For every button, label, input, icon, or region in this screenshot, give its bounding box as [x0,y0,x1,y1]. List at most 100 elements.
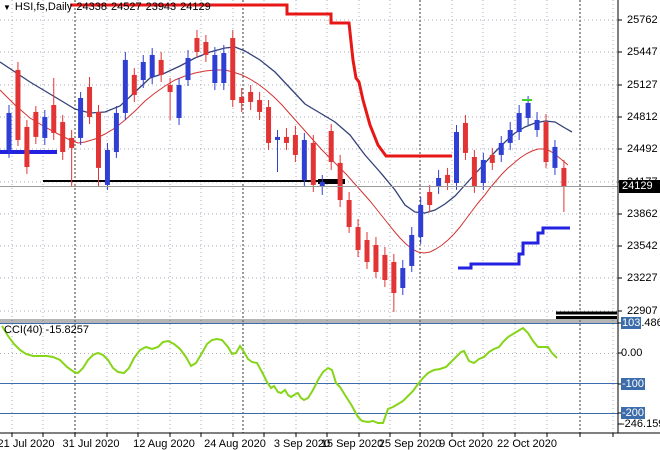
candle-body [51,105,57,133]
candle-body [328,131,334,162]
price-axis-label: 24812 [627,111,658,123]
cci-level-badge: 103 [621,317,642,329]
candle-body [409,234,415,266]
candle-body [24,126,30,167]
symbol-dropdown-icon[interactable]: ▼ [3,3,11,12]
candle-body [248,91,254,102]
cci-level-badge: -100 [621,378,646,390]
candle-body [561,167,567,187]
candle-body [167,85,173,92]
candle-body [507,129,513,143]
candle-body [230,38,236,101]
candle-body [275,136,280,140]
time-axis-label: 9 Oct 2020 [439,438,493,450]
candle-body [87,86,93,118]
candle-body [445,174,451,183]
cci-axis-label: -246.159 [621,418,660,430]
price-axis-label: 25762 [627,14,658,26]
cci-indicator-line [1,325,558,424]
candle-body [194,38,200,53]
symbol-period-label: HSI,fs,Daily [14,1,73,13]
time-axis-label: 21 Jul 2020 [0,438,55,450]
cci-max-label: .4863 [641,317,660,329]
candle-body [418,205,424,238]
price-axis-label: 25127 [627,79,658,91]
candle-body [283,136,289,143]
candle-body [78,97,84,138]
candle-body [60,122,66,153]
candle-body [185,58,191,81]
cci-level-badge: -200 [621,407,646,419]
candle-body [257,100,263,112]
price-axis-label: 23862 [627,208,658,220]
cci-axis-label: 0.00 [621,347,643,359]
candle-body [525,102,531,118]
candle-body [346,200,352,228]
ohlc-close: 24129 [180,1,211,13]
chart-title: ▼ HSI,fs,Daily 24338 24527 23943 24129 [3,1,215,14]
candle-body [149,54,155,77]
candle-body [131,74,137,96]
ohlc-high: 24527 [110,1,142,13]
price-axis-label: 24492 [627,143,658,155]
candle-body [96,111,101,168]
candle-body [310,142,316,185]
ohlc-low: 23943 [145,1,177,13]
candle-body [212,54,218,83]
candle-body [203,42,209,55]
time-axis-label: 31 Jul 2020 [62,438,120,450]
candle-body [534,120,540,130]
candle-body [391,261,397,293]
time-axis-label: 24 Aug 2020 [204,438,266,450]
candle-body [140,61,146,81]
candle-body [158,59,164,75]
current-price-badge: 24129 [619,180,660,193]
candle-body [239,96,245,103]
candle-body [104,149,110,185]
time-axis-label: 3 Sep 2020 [273,438,331,450]
price-axis-label: 23227 [627,272,658,284]
candle-body [427,191,433,206]
candle-body [364,239,370,262]
price-axis-label: 22907 [627,305,658,317]
price-axis-label: 23542 [627,240,658,252]
cci-axis-label: -100 [621,378,646,390]
candle-body [355,227,361,250]
candle-body [221,53,227,83]
candle-body [454,132,459,183]
time-axis-label: 12 Aug 2020 [133,438,195,450]
candle-body [436,178,442,187]
candle-body [337,162,343,201]
ohlc-open: 24338 [76,1,107,13]
candle-body [42,117,48,138]
candle-body [69,137,75,148]
time-axis-label: 15 Sep 2020 [320,438,384,450]
candle-body [266,107,272,143]
candle-body [113,112,119,153]
cci-axis-label: 103.4863 [621,317,660,329]
candle-body [301,139,307,180]
time-axis-label: 22 Oct 2020 [497,438,557,450]
candle-body [516,112,522,133]
support-step-line-right [458,226,570,270]
candle-body [498,142,504,155]
candle-body [176,85,182,118]
candle-body [33,111,39,137]
cci-axis-label: -200 [621,407,646,419]
candle-body [122,59,128,113]
candle-body [471,157,477,187]
candle-body [543,122,549,162]
candle-body [292,134,298,155]
candle-body [373,244,379,272]
candle-body [6,112,12,150]
price-axis-label: 25447 [627,46,658,58]
candle-body [480,159,486,183]
candle-body [382,254,388,281]
candle-body [15,69,21,140]
candle-body [489,154,495,163]
candle-body [319,181,325,187]
candle-body [462,122,468,153]
time-axis-label: 25 Sep 2020 [378,438,442,450]
